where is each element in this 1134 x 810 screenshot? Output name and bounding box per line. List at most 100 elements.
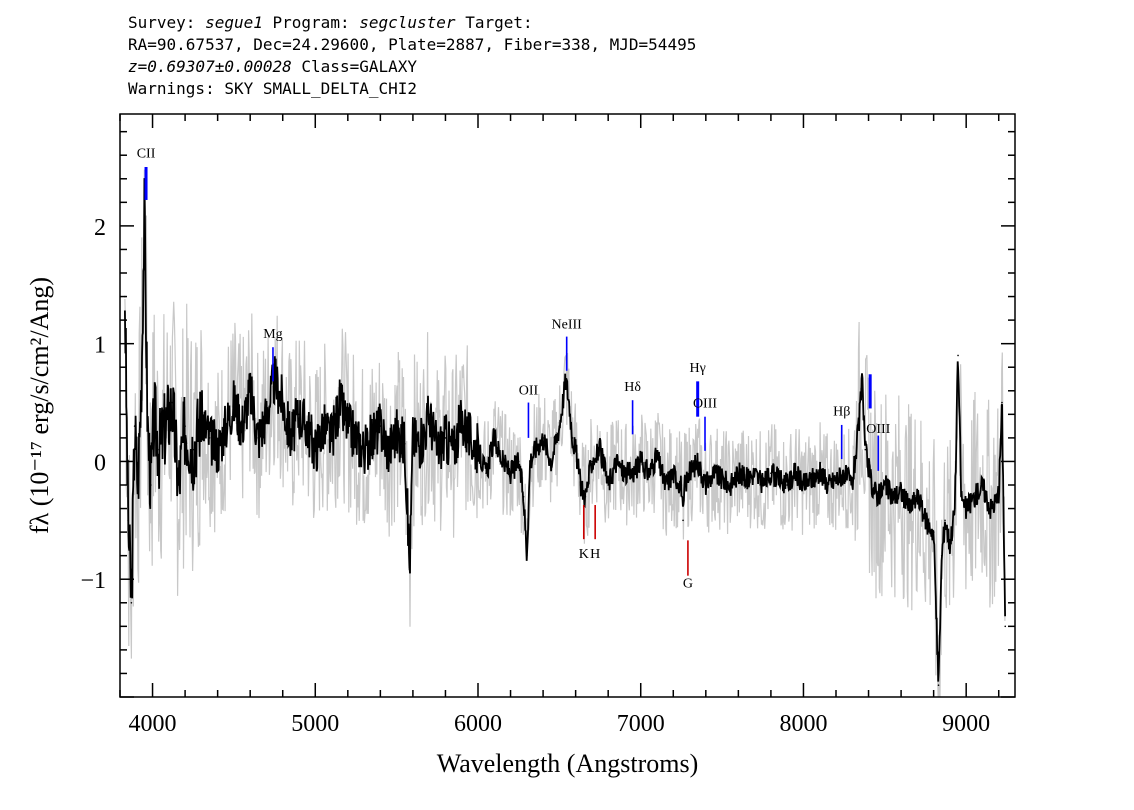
flux-point bbox=[444, 437, 447, 439]
flux-point bbox=[884, 484, 886, 486]
flux-point bbox=[347, 425, 349, 427]
x-tick-label: 4000 bbox=[129, 711, 177, 737]
flux-point bbox=[835, 478, 837, 480]
spectral-line-label: OIII bbox=[866, 422, 890, 437]
flux-point bbox=[688, 472, 691, 475]
flux-point bbox=[997, 495, 1000, 498]
flux-point bbox=[428, 413, 430, 416]
header-line-redshift: z=0.69307±0.00028 Class=GALAXY bbox=[128, 56, 696, 78]
survey-value: segue1 bbox=[205, 13, 263, 32]
flux-point bbox=[770, 472, 772, 475]
flux-point bbox=[171, 401, 173, 404]
spectral-line-label: Hβ bbox=[833, 405, 850, 420]
flux-point bbox=[607, 484, 609, 486]
flux-point bbox=[753, 472, 756, 475]
flux-point bbox=[579, 484, 582, 486]
flux-point bbox=[216, 448, 219, 451]
flux-point bbox=[257, 437, 260, 439]
flux-point bbox=[534, 448, 536, 451]
flux-point bbox=[153, 413, 155, 416]
flux-point bbox=[192, 448, 195, 451]
flux-point bbox=[877, 495, 880, 498]
flux-point bbox=[705, 484, 707, 486]
flux-point bbox=[565, 378, 567, 380]
x-tick-label: 6000 bbox=[454, 711, 502, 737]
spectral-line-label: Hδ bbox=[624, 380, 641, 395]
flux-point bbox=[233, 401, 235, 404]
flux-point bbox=[957, 354, 959, 357]
flux-point bbox=[322, 425, 325, 427]
flux-point bbox=[249, 389, 251, 392]
spectral-line-label: H bbox=[590, 547, 600, 562]
flux-point bbox=[164, 425, 167, 427]
x-tick-label: 7000 bbox=[617, 711, 665, 737]
flux-point bbox=[241, 425, 243, 427]
flux-point bbox=[501, 460, 504, 463]
y-axis-label: fλ (10⁻¹⁷ erg/s/cm²/Ang) bbox=[25, 277, 54, 534]
y-tick-label: 2 bbox=[94, 215, 106, 241]
spectral-line-label: Mg bbox=[263, 327, 282, 342]
flux-point bbox=[737, 472, 740, 475]
axis-ticks: 4000 5000 6000 7000 8000 9000 −1 0 1 2 bbox=[80, 114, 1015, 737]
flux-point bbox=[696, 460, 699, 463]
flux-point bbox=[729, 484, 732, 486]
flux-point bbox=[989, 507, 992, 510]
flux-point bbox=[550, 460, 553, 463]
flux-point bbox=[871, 484, 873, 486]
class-value: Class=GALAXY bbox=[301, 57, 417, 76]
x-tick-label: 9000 bbox=[942, 711, 990, 737]
flux-point bbox=[1001, 401, 1003, 404]
flux-point bbox=[648, 472, 650, 475]
flux-point bbox=[713, 472, 715, 475]
x-tick-label: 5000 bbox=[291, 711, 339, 737]
flux-series bbox=[124, 178, 1007, 687]
flux-point bbox=[864, 448, 867, 451]
flux-point bbox=[522, 495, 525, 498]
flux-point bbox=[200, 413, 203, 416]
y-tick-label: 1 bbox=[94, 333, 106, 359]
flux-point bbox=[542, 437, 544, 439]
flux-point bbox=[568, 401, 570, 404]
flux-point bbox=[150, 484, 152, 486]
flux-point bbox=[639, 460, 642, 463]
flux-point bbox=[599, 448, 601, 451]
flux-point bbox=[574, 448, 577, 451]
program-label: Program: bbox=[272, 13, 350, 32]
flux-point bbox=[680, 484, 683, 486]
flux-point bbox=[452, 448, 455, 451]
flux-point bbox=[395, 431, 398, 433]
flux-point bbox=[672, 472, 675, 475]
flux-point bbox=[517, 460, 520, 463]
flux-point bbox=[591, 460, 593, 463]
flux-point bbox=[892, 495, 894, 498]
flux-point bbox=[900, 490, 902, 492]
header-line-survey: Survey: segue1 Program: segcluster Targe… bbox=[128, 12, 696, 34]
flux-point bbox=[851, 484, 854, 486]
x-axis-label: Wavelength (Angstroms) bbox=[437, 749, 698, 778]
flux-point bbox=[158, 448, 160, 451]
flux-point bbox=[177, 484, 180, 486]
flux-point bbox=[981, 484, 984, 486]
flux-point bbox=[908, 507, 911, 510]
flux-point bbox=[973, 495, 976, 498]
spectral-line-markers: CII Mg OII NeIII Hδ Hγ OIII Hβ OIII K H G bbox=[137, 147, 891, 592]
flux-point bbox=[281, 401, 284, 404]
flux-point bbox=[403, 442, 406, 445]
flux-point bbox=[949, 543, 951, 545]
flux-point bbox=[529, 460, 531, 463]
x-tick-label: 8000 bbox=[779, 711, 827, 737]
flux-point bbox=[355, 437, 357, 439]
spectral-line-label: Hγ bbox=[690, 361, 706, 376]
flux-point bbox=[944, 519, 946, 522]
flux-point bbox=[137, 484, 139, 486]
flux-point bbox=[571, 437, 574, 439]
flux-point bbox=[477, 448, 479, 451]
flux-point bbox=[265, 413, 268, 416]
flux-point bbox=[965, 507, 967, 510]
flux-point bbox=[184, 425, 186, 427]
flux-point bbox=[802, 484, 805, 486]
flux-point bbox=[818, 472, 821, 475]
flux-point bbox=[143, 213, 146, 215]
spectral-line-label: NeIII bbox=[552, 317, 583, 332]
flux-point bbox=[130, 601, 133, 604]
